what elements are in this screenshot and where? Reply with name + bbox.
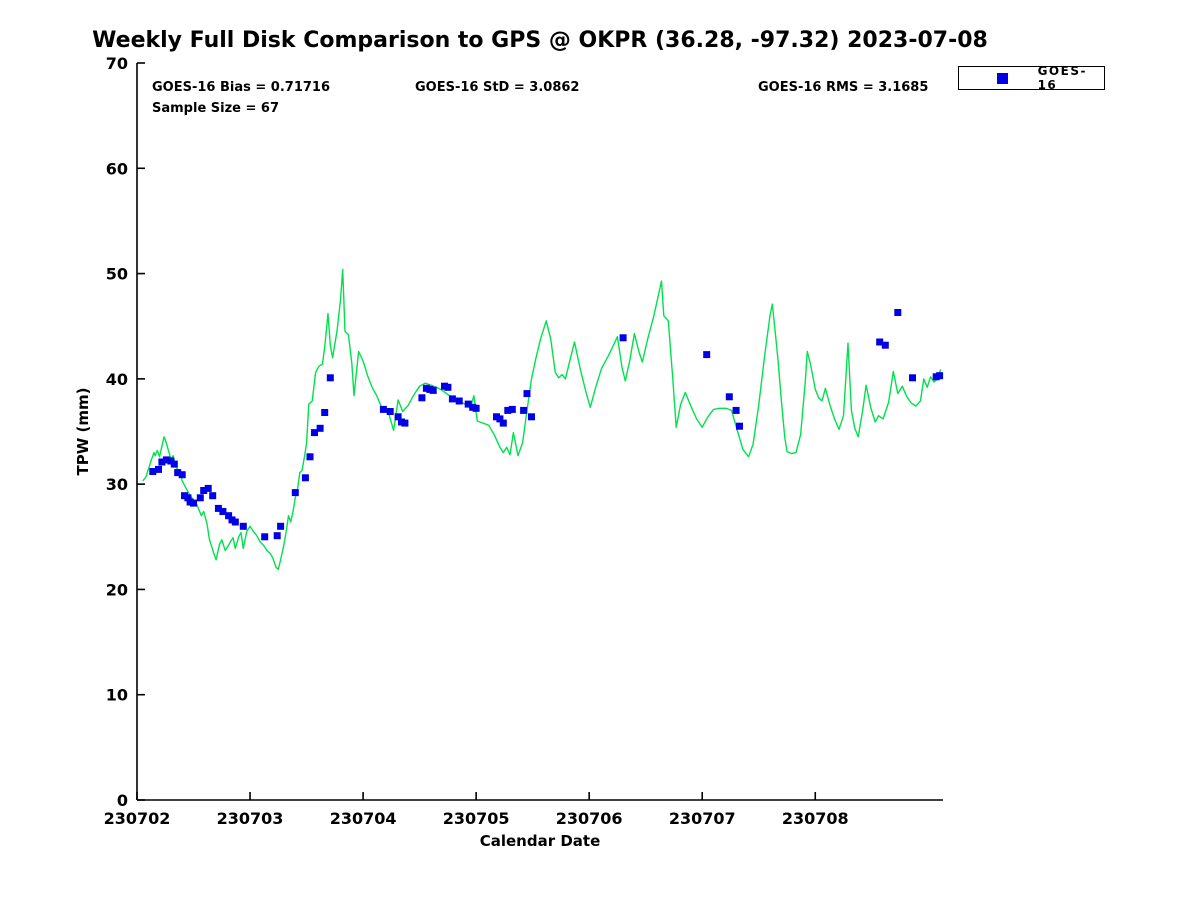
goes16-marker [386, 408, 394, 415]
goes16-marker [277, 522, 285, 530]
goes16-marker [184, 494, 192, 502]
goes16-marker [894, 309, 902, 316]
stat-bias: GOES-16 Bias = 0.71716 [152, 80, 331, 95]
y-tick-label: 60 [106, 159, 128, 178]
goes16-legend-label: GOES-16 [1037, 64, 1087, 92]
y-tick-label: 70 [106, 54, 128, 73]
goes16-marker [496, 415, 504, 423]
goes16-marker [394, 413, 402, 421]
goes16-marker [219, 508, 227, 515]
x-axis-label: Calendar Date [480, 832, 601, 850]
y-axis-label: TPW (mm) [74, 388, 92, 476]
goes16-marker [619, 334, 627, 342]
y-tick-label: 20 [106, 580, 128, 599]
goes16-marker [326, 374, 334, 382]
goes16-marker [523, 390, 531, 398]
goes16-marker [444, 383, 452, 391]
stat-sample: Sample Size = 67 [152, 101, 280, 116]
x-tick-label: 230705 [443, 809, 510, 828]
goes16-marker [214, 504, 222, 512]
goes16-marker [149, 468, 157, 475]
goes16-marker [321, 409, 329, 416]
goes16-marker [196, 494, 204, 502]
gps-line [142, 268, 942, 571]
goes16-marker [204, 484, 212, 492]
goes16-marker [401, 419, 409, 427]
goes16-marker [225, 512, 233, 520]
x-tick-label: 230707 [669, 809, 736, 828]
goes16-marker [936, 372, 944, 380]
goes16-marker [703, 351, 711, 359]
goes16-marker [261, 533, 269, 541]
goes16-marker [155, 465, 162, 473]
goes16-marker [876, 338, 884, 346]
goes16-marker [316, 424, 324, 432]
y-tick-label: 10 [106, 686, 128, 705]
x-tick-label: 230706 [556, 809, 623, 828]
chart-title: Weekly Full Disk Comparison to GPS @ OKP… [92, 28, 988, 53]
x-tick-label: 230703 [217, 809, 284, 828]
goes16-marker [200, 487, 208, 494]
goes16-marker [239, 522, 247, 530]
stat-rms: GOES-16 RMS = 3.1685 [758, 80, 929, 95]
goes16-marker [448, 395, 456, 403]
goes16-marker [736, 422, 743, 430]
goes16-marker [418, 394, 426, 402]
goes16-marker [504, 406, 512, 414]
y-tick-label: 30 [106, 475, 128, 494]
goes16-marker [429, 386, 437, 394]
goes16-marker [291, 489, 299, 497]
goes16-marker [306, 453, 314, 461]
goes16-marker [209, 492, 217, 500]
x-tick-label: 230704 [330, 809, 397, 828]
goes16-marker [231, 518, 239, 526]
y-tick-label: 0 [117, 791, 128, 810]
goes16-marker [311, 429, 318, 437]
goes16-marker [520, 406, 528, 414]
goes16-marker [464, 400, 472, 408]
stat-std: GOES-16 StD = 3.0862 [415, 80, 580, 95]
legend: GOES-16 [958, 64, 1105, 92]
goes16-marker [273, 532, 281, 540]
goes16-marker [170, 460, 178, 468]
y-tick-label: 50 [106, 265, 128, 284]
goes16-marker [528, 413, 535, 421]
goes16-marker [499, 419, 507, 427]
goes16-marker [162, 456, 170, 464]
goes16-marker [158, 458, 166, 466]
y-tick-label: 40 [106, 370, 128, 389]
goes16-marker [725, 393, 733, 401]
goes16-marker [732, 406, 740, 414]
goes16-marker [909, 374, 916, 382]
goes16-legend-marker-icon [997, 72, 1008, 84]
goes16-marker [472, 404, 480, 412]
goes16-marker [379, 405, 387, 413]
goes16-marker [301, 474, 309, 482]
x-tick-label: 230708 [782, 809, 849, 828]
goes16-marker [174, 469, 182, 477]
goes16-marker [178, 471, 186, 479]
goes16-marker [508, 405, 516, 413]
goes16-marker [190, 499, 197, 507]
goes16-marker [881, 341, 889, 349]
x-tick-label: 230702 [104, 809, 171, 828]
goes16-marker [455, 397, 463, 405]
